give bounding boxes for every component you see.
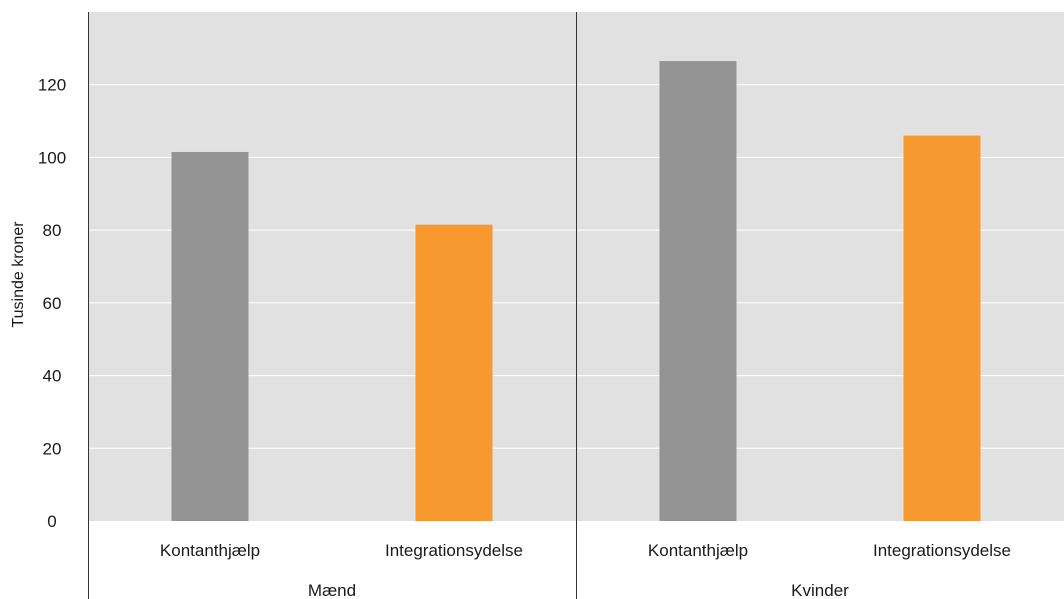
x-category-label: Kontanthjælp (648, 541, 748, 560)
y-tick-label: 40 (43, 367, 62, 386)
y-axis-title: Tusinde kroner (10, 221, 27, 328)
bar (659, 61, 737, 521)
group-labels: Mænd Kvinder (308, 581, 849, 599)
y-axis-ticks: 0 20 40 60 80 100 120 (38, 76, 66, 531)
bars (171, 61, 981, 522)
y-tick-label: 0 (47, 512, 56, 531)
y-tick-label: 80 (43, 221, 62, 240)
y-tick-label: 20 (43, 439, 62, 458)
bar (415, 224, 493, 522)
group-dividers (88, 12, 577, 599)
bar (903, 135, 981, 521)
x-category-label: Integrationsydelse (385, 541, 523, 560)
group-label: Kvinder (791, 581, 849, 599)
y-tick-label: 60 (43, 294, 62, 313)
y-tick-label: 100 (38, 148, 66, 167)
group-label: Mænd (308, 581, 356, 599)
category-labels: Kontanthjælp Integrationsydelse Kontanthjæ… (160, 541, 1011, 560)
bar (171, 151, 249, 521)
y-tick-label: 120 (38, 76, 66, 95)
x-category-label: Integrationsydelse (873, 541, 1011, 560)
x-category-label: Kontanthjælp (160, 541, 260, 560)
